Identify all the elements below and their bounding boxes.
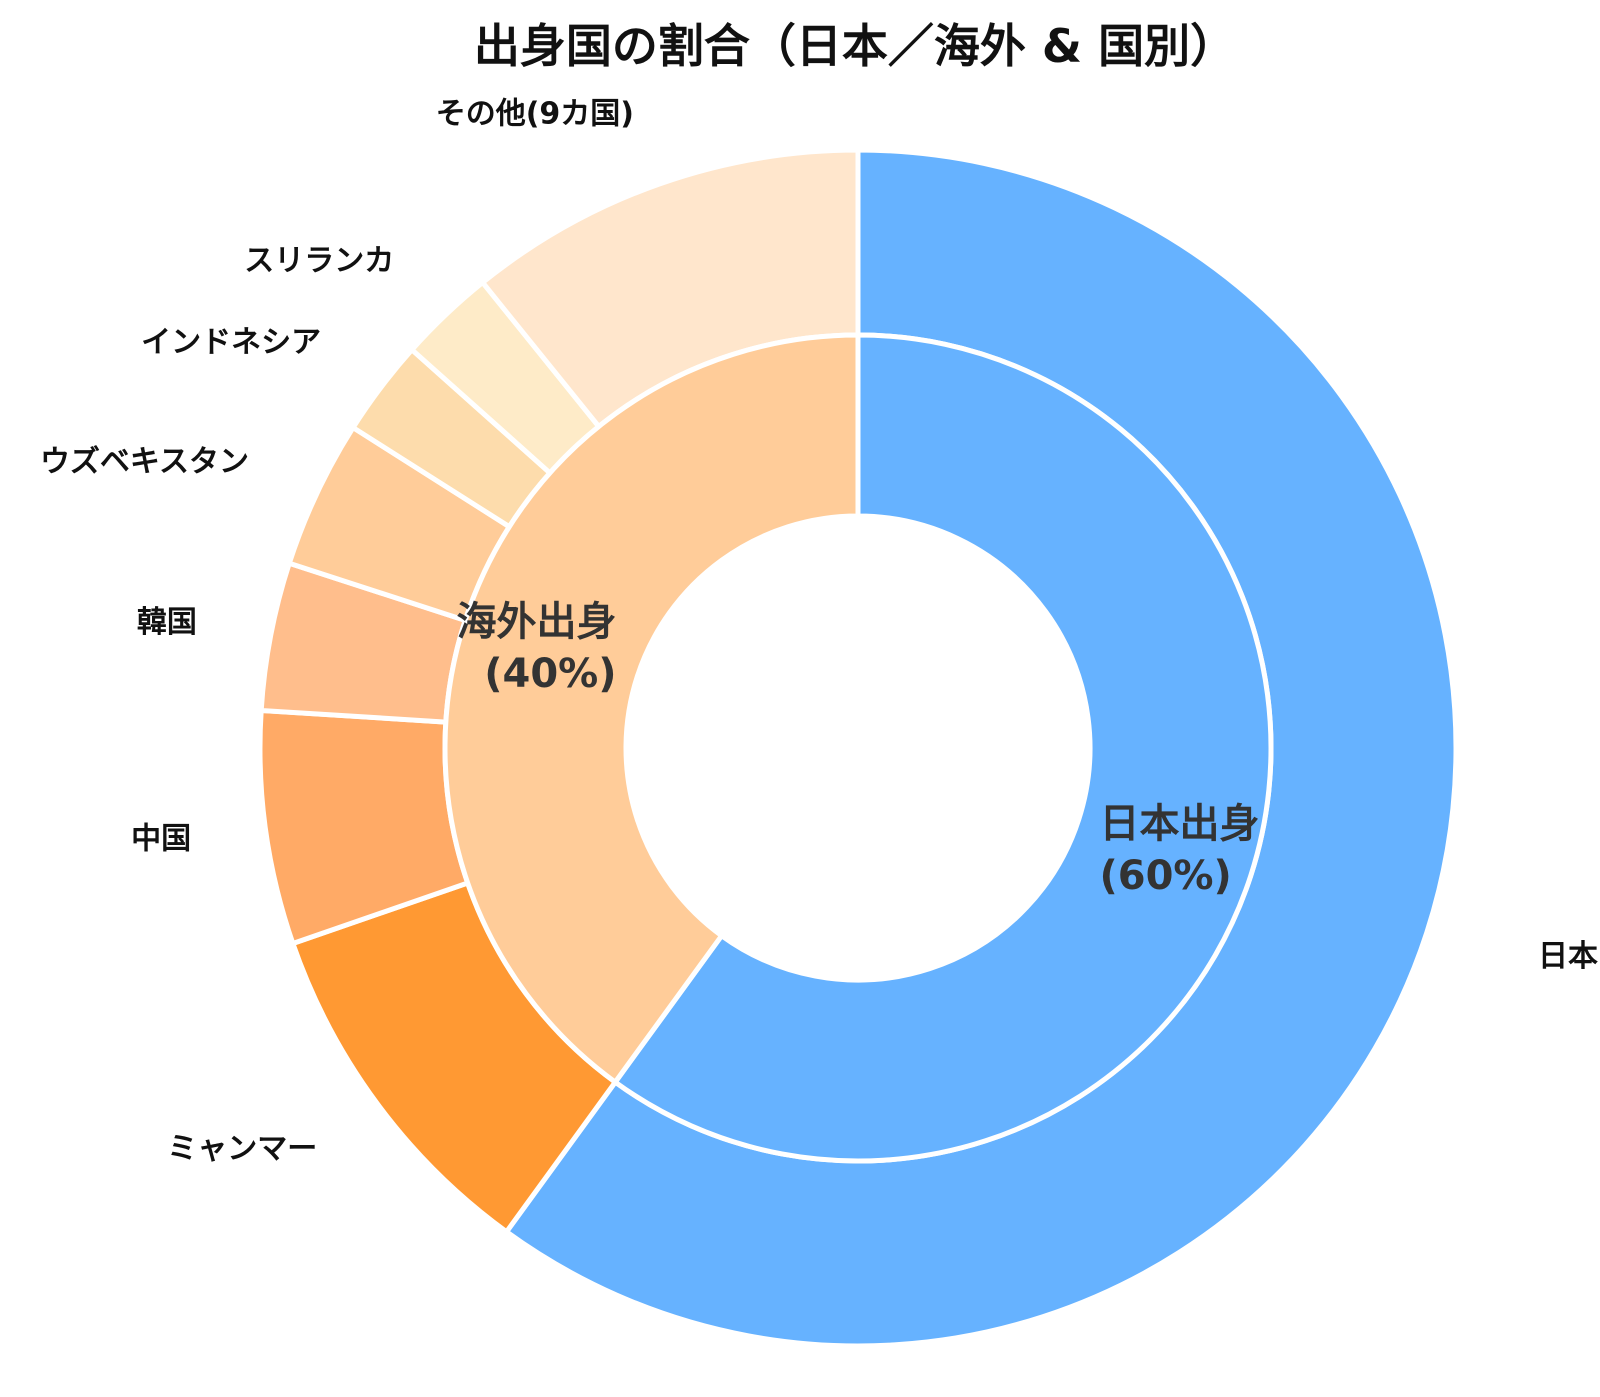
outer-label-2: 中国 — [131, 822, 191, 857]
inner-labels: 日本出身 (60%) 海外出身 (40%) — [457, 599, 1260, 899]
outer-label-4: ウズベキスタン — [40, 444, 249, 479]
chart-title: 出身国の割合（日本／海外 & 国別） — [474, 19, 1236, 73]
outer-label-7: その他(9カ国) — [436, 96, 634, 131]
inner-pct-label-0: (60%) — [1099, 853, 1231, 899]
outer-label-0: 日本 — [1538, 939, 1598, 974]
inner-pct-label-1: (40%) — [484, 651, 616, 697]
outer-label-3: 韓国 — [137, 605, 197, 640]
outer-label-6: スリランカ — [244, 243, 394, 278]
inner-label-1: 海外出身 — [457, 599, 617, 645]
inner-slice-0 — [611, 332, 1274, 1164]
outer-label-1: ミャンマー — [167, 1132, 317, 1167]
inner-ring — [442, 332, 1274, 1164]
outer-ring — [257, 147, 1459, 1349]
outer-label-5: インドネシア — [141, 325, 321, 360]
inner-slice-1 — [442, 332, 861, 1086]
inner-label-0: 日本出身 — [1099, 801, 1259, 847]
